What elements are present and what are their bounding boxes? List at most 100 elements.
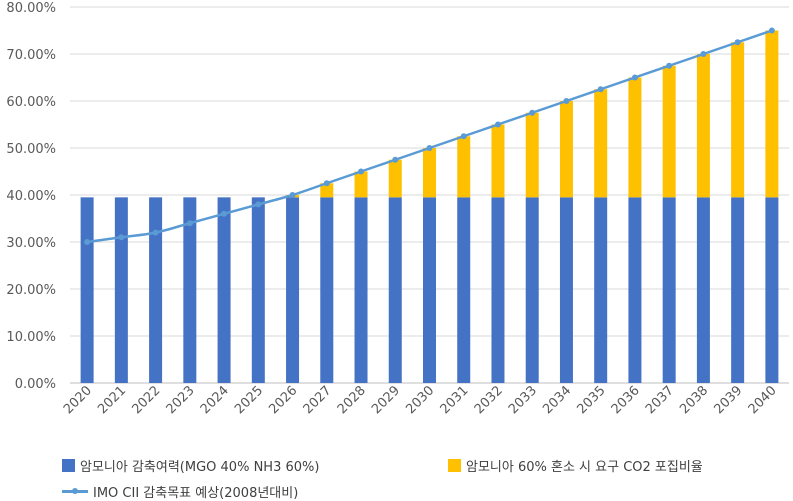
line-point bbox=[118, 234, 125, 241]
y-tick-label: 60.00% bbox=[6, 95, 56, 110]
x-tick-label: 2023 bbox=[164, 383, 198, 417]
bar-co2-capture bbox=[388, 159, 402, 198]
bar-co2-capture bbox=[594, 89, 608, 198]
bar-ammonia-reduction bbox=[525, 197, 539, 383]
line-point bbox=[700, 51, 707, 57]
legend: 암모니아 감축여력(MGO 40% NH3 60%) 암모니아 60% 혼소 시… bbox=[0, 448, 793, 501]
x-tick-label: 2027 bbox=[301, 383, 335, 417]
x-tick-label: 2028 bbox=[335, 383, 369, 417]
bar-ammonia-reduction bbox=[149, 197, 163, 383]
bar-ammonia-reduction bbox=[217, 197, 231, 383]
line-point bbox=[221, 210, 228, 217]
bar-ammonia-reduction bbox=[423, 197, 436, 383]
x-tick-label: 2025 bbox=[232, 383, 266, 417]
x-tick-label: 2020 bbox=[61, 383, 95, 417]
chart-plot: 0.00% 10.00% 20.00% 30.00% 40.00% 50.00% 60.00… bbox=[6, 1, 789, 417]
line-point bbox=[255, 201, 262, 208]
line-point bbox=[358, 168, 365, 175]
x-tick-label: 2024 bbox=[198, 383, 232, 417]
legend-item-co2-capture: 암모니아 60% 혼소 시 요구 CO2 포집비율 bbox=[448, 456, 703, 475]
legend-item-ammonia-reduction: 암모니아 감축여력(MGO 40% NH3 60%) bbox=[62, 456, 319, 475]
y-axis-ticks: 0.00% 10.00% 20.00% 30.00% 40.00% 50.00% 60.00… bbox=[6, 1, 56, 392]
line-point bbox=[323, 180, 330, 187]
bar-co2-capture bbox=[320, 183, 334, 198]
line-point bbox=[460, 133, 467, 140]
bar-co2-capture bbox=[765, 30, 779, 198]
trend-line bbox=[84, 27, 775, 245]
bar-ammonia-reduction bbox=[731, 197, 745, 383]
x-axis-ticks: 2020 2021 2022 2023 2024 2025 2026 2027 2028 2029… bbox=[61, 383, 780, 417]
y-tick-label: 30.00% bbox=[6, 236, 56, 251]
bar-ammonia-reduction bbox=[662, 197, 676, 383]
line-point bbox=[392, 156, 399, 163]
line-point bbox=[597, 86, 604, 93]
x-tick-label: 2021 bbox=[95, 383, 129, 417]
legend-label: IMO CII 감축목표 예상(2008년대비) bbox=[93, 486, 299, 501]
x-tick-label: 2026 bbox=[266, 383, 300, 417]
bar-ammonia-reduction bbox=[559, 197, 573, 383]
bar-ammonia-reduction bbox=[388, 197, 402, 383]
bar-co2-capture bbox=[559, 101, 573, 198]
x-tick-label: 2034 bbox=[540, 383, 574, 417]
line-point bbox=[152, 229, 159, 236]
bar-ammonia-reduction bbox=[183, 197, 197, 383]
y-tick-label: 80.00% bbox=[6, 1, 56, 16]
x-tick-label: 2030 bbox=[403, 383, 437, 417]
line-point bbox=[734, 39, 741, 46]
bar-ammonia-reduction bbox=[696, 197, 710, 383]
x-tick-label: 2040 bbox=[746, 383, 780, 417]
y-tick-label: 10.00% bbox=[6, 330, 56, 345]
bar-ammonia-reduction bbox=[457, 197, 471, 383]
y-tick-label: 70.00% bbox=[6, 48, 56, 63]
bar-co2-capture bbox=[423, 148, 436, 198]
line-point bbox=[563, 98, 570, 104]
bar-ammonia-reduction bbox=[628, 197, 642, 383]
bar-ammonia-reduction bbox=[80, 197, 94, 383]
legend-label: 암모니아 감축여력(MGO 40% NH3 60%) bbox=[80, 460, 320, 475]
legend-item-imo-cii: IMO CII 감축목표 예상(2008년대비) bbox=[62, 482, 298, 501]
line-point bbox=[529, 109, 536, 116]
x-tick-label: 2038 bbox=[677, 383, 711, 417]
bar-ammonia-reduction bbox=[354, 197, 368, 383]
x-tick-label: 2029 bbox=[369, 383, 403, 417]
bar-co2-capture bbox=[491, 124, 505, 198]
bar-ammonia-reduction bbox=[765, 197, 779, 383]
x-tick-label: 2035 bbox=[575, 383, 609, 417]
x-tick-label: 2036 bbox=[609, 383, 643, 417]
legend-label: 암모니아 60% 혼소 시 요구 CO2 포집비율 bbox=[466, 460, 703, 475]
y-tick-label: 50.00% bbox=[6, 142, 56, 157]
bar-ammonia-reduction bbox=[491, 197, 505, 383]
bar-co2-capture bbox=[696, 54, 710, 198]
line-point bbox=[426, 145, 433, 151]
y-tick-label: 20.00% bbox=[6, 283, 56, 298]
line-point bbox=[84, 239, 91, 245]
bar-ammonia-reduction bbox=[114, 197, 128, 383]
legend-line-swatch bbox=[62, 485, 88, 498]
line-point bbox=[494, 121, 501, 128]
x-tick-label: 2031 bbox=[438, 383, 472, 417]
bar-co2-capture bbox=[457, 136, 471, 198]
y-tick-label: 0.00% bbox=[15, 377, 56, 392]
bar-ammonia-reduction bbox=[286, 197, 300, 383]
bars bbox=[80, 30, 779, 383]
line-point bbox=[768, 27, 775, 34]
bar-co2-capture bbox=[662, 65, 676, 198]
line-point bbox=[666, 62, 673, 69]
bar-co2-capture bbox=[628, 77, 642, 198]
legend-swatch-blue bbox=[62, 459, 75, 472]
bar-co2-capture bbox=[731, 42, 745, 198]
bar-ammonia-reduction bbox=[594, 197, 608, 383]
x-tick-label: 2039 bbox=[711, 383, 745, 417]
x-tick-label: 2033 bbox=[506, 383, 540, 417]
line-point bbox=[631, 74, 638, 81]
line-point bbox=[186, 220, 193, 227]
line-point bbox=[289, 192, 296, 198]
legend-swatch-orange bbox=[448, 459, 461, 472]
bar-co2-capture bbox=[354, 171, 368, 198]
x-tick-label: 2022 bbox=[129, 383, 163, 417]
bar-ammonia-reduction bbox=[251, 197, 265, 383]
x-tick-label: 2037 bbox=[643, 383, 677, 417]
bar-ammonia-reduction bbox=[320, 197, 334, 383]
y-tick-label: 40.00% bbox=[6, 189, 56, 204]
